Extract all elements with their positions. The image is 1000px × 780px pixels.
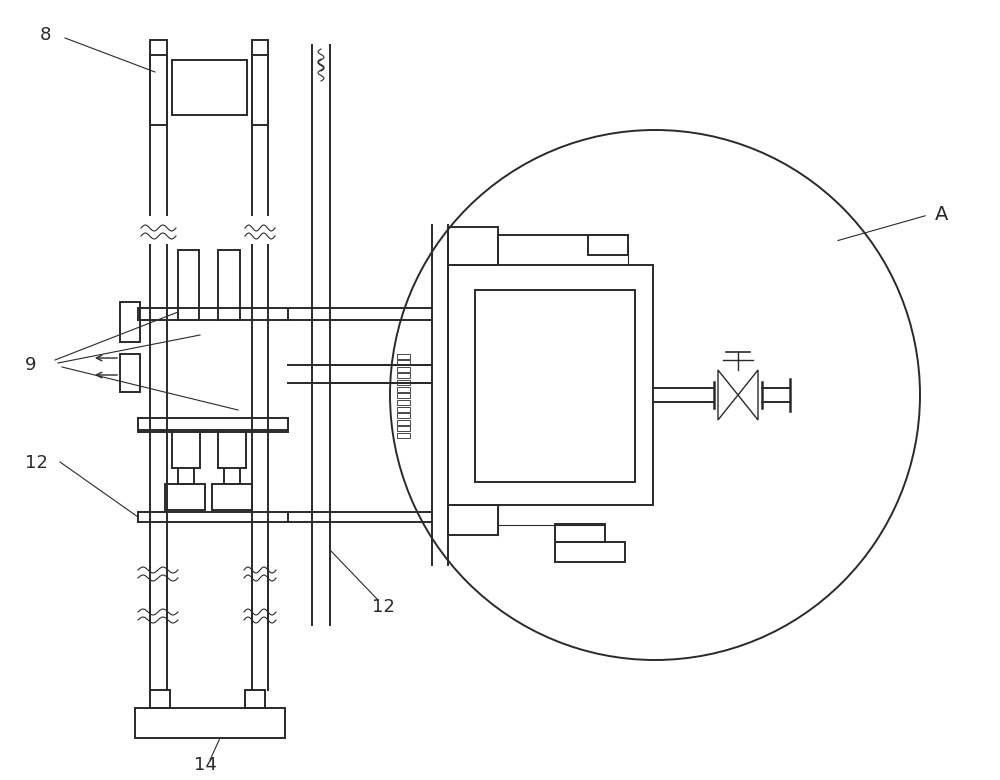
Bar bbox=[448, 505, 498, 535]
Text: A: A bbox=[935, 205, 948, 224]
Bar bbox=[218, 250, 240, 320]
Bar bbox=[448, 227, 498, 265]
Bar bbox=[397, 393, 410, 399]
Bar bbox=[397, 420, 410, 425]
Circle shape bbox=[390, 130, 920, 660]
Bar bbox=[150, 40, 167, 125]
Bar bbox=[135, 708, 285, 738]
Bar bbox=[555, 524, 605, 542]
Bar bbox=[212, 484, 252, 510]
Bar bbox=[397, 380, 410, 385]
Text: 12: 12 bbox=[372, 598, 395, 616]
Bar bbox=[252, 40, 268, 125]
Bar bbox=[397, 360, 410, 365]
Bar bbox=[245, 690, 265, 708]
Text: 14: 14 bbox=[194, 756, 216, 774]
Bar bbox=[588, 235, 628, 255]
Polygon shape bbox=[718, 370, 738, 420]
Bar bbox=[397, 353, 410, 359]
Text: 12: 12 bbox=[25, 454, 48, 472]
Bar bbox=[397, 400, 410, 405]
Bar bbox=[475, 290, 635, 482]
Bar bbox=[397, 413, 410, 418]
Text: 9: 9 bbox=[25, 356, 36, 374]
Bar bbox=[397, 374, 410, 378]
Polygon shape bbox=[738, 370, 758, 420]
Bar bbox=[178, 250, 199, 320]
Bar bbox=[165, 484, 205, 510]
Bar bbox=[555, 542, 625, 562]
Bar bbox=[448, 265, 653, 505]
Bar bbox=[397, 433, 410, 438]
Bar bbox=[150, 690, 170, 708]
Bar bbox=[397, 406, 410, 412]
Bar bbox=[120, 354, 140, 392]
Bar bbox=[397, 427, 410, 431]
Bar bbox=[397, 367, 410, 372]
Bar bbox=[172, 60, 247, 115]
Bar bbox=[120, 302, 140, 342]
Text: 8: 8 bbox=[40, 26, 51, 44]
Bar bbox=[397, 387, 410, 392]
